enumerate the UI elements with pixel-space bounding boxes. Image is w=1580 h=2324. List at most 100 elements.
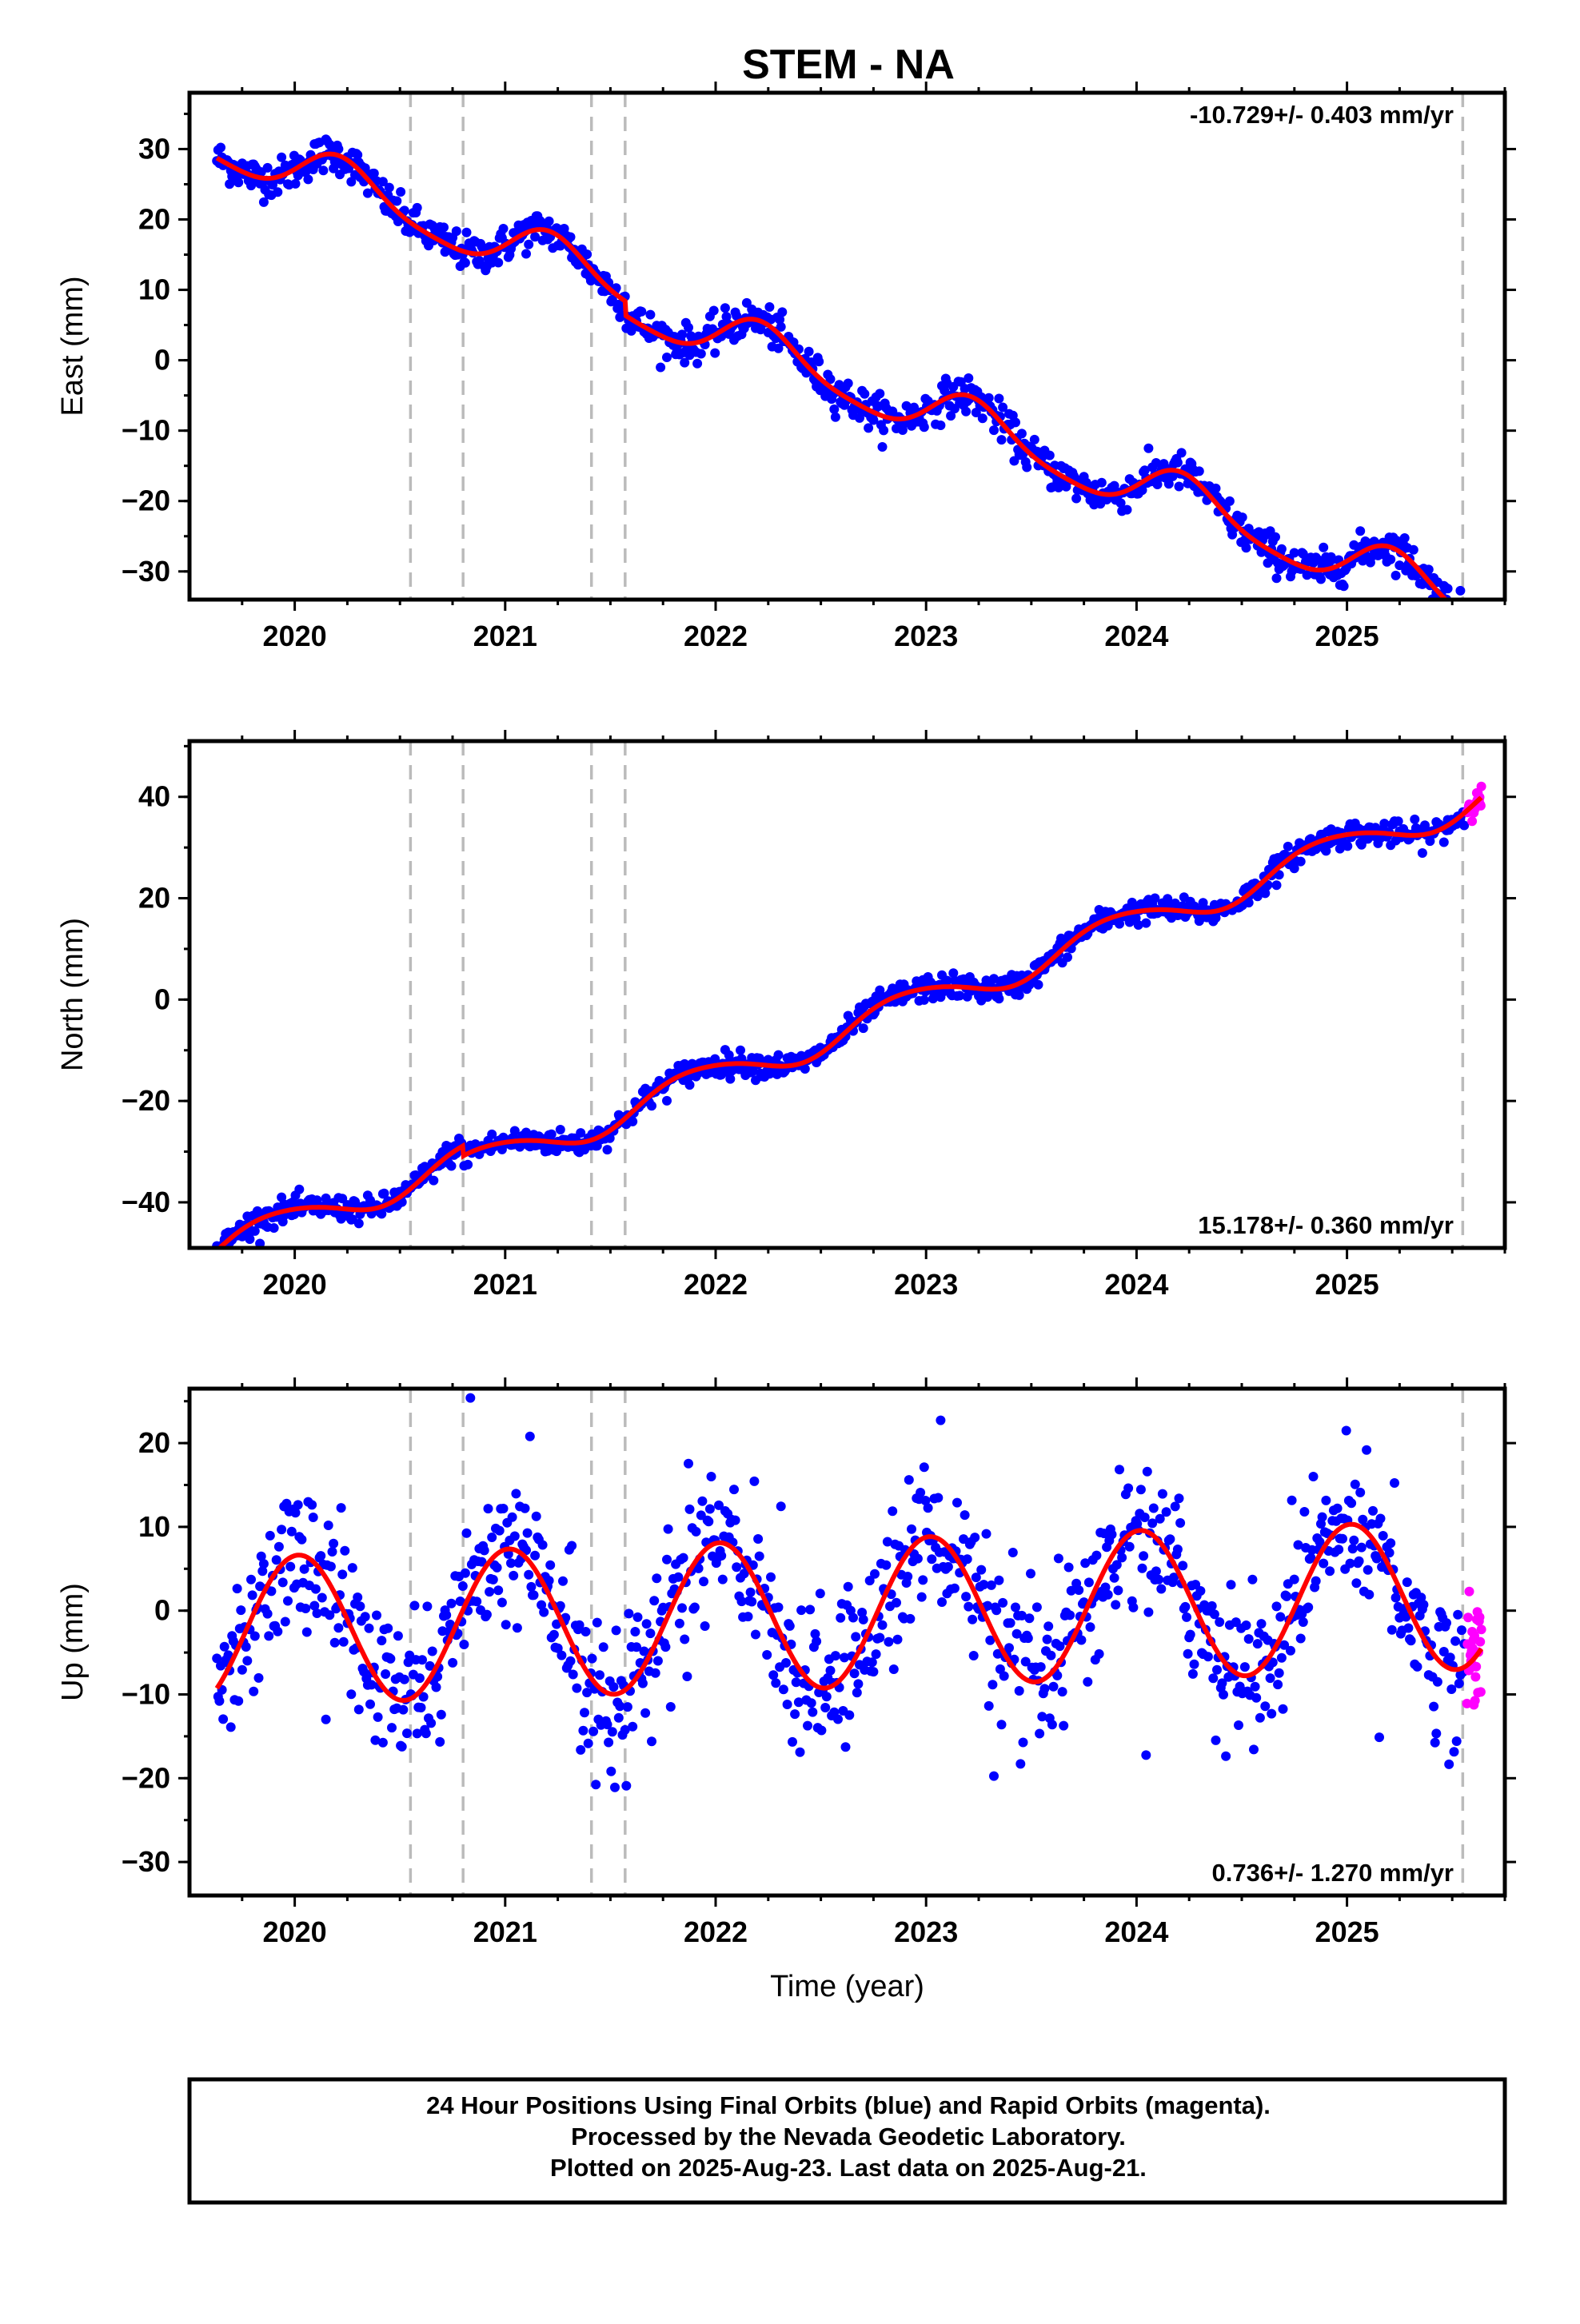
- final-orbit-point: [1031, 1602, 1042, 1612]
- final-orbit-point: [829, 1707, 840, 1717]
- rapid-orbit-point: [1470, 1696, 1480, 1706]
- final-orbit-point: [431, 1682, 441, 1692]
- final-orbit-point: [1347, 1498, 1357, 1509]
- y-tick-label: 20: [138, 882, 170, 915]
- final-orbit-point: [1283, 841, 1293, 851]
- final-orbit-point: [1271, 532, 1280, 542]
- final-orbit-point: [1155, 1513, 1165, 1524]
- final-orbit-point: [377, 177, 388, 187]
- rapid-orbit-point: [1467, 628, 1477, 638]
- final-orbit-point: [501, 1620, 511, 1630]
- y-tick-label: −30: [122, 1845, 170, 1878]
- final-orbit-point: [1143, 443, 1154, 453]
- final-orbit-point: [994, 994, 1004, 1004]
- final-orbit-point: [1046, 1650, 1056, 1660]
- final-orbit-point: [1042, 1634, 1052, 1644]
- final-orbit-point: [526, 1581, 537, 1592]
- final-orbit-point: [652, 1573, 662, 1584]
- final-orbit-point: [773, 1050, 784, 1060]
- final-orbit-point: [1302, 570, 1312, 580]
- final-orbit-point: [673, 1572, 684, 1582]
- final-orbit-point: [1161, 1507, 1171, 1517]
- final-orbit-point: [1274, 1668, 1284, 1678]
- final-orbit-point: [212, 1653, 222, 1664]
- final-orbit-point: [385, 1653, 396, 1664]
- final-orbit-point: [409, 1600, 420, 1611]
- final-orbit-point: [1243, 898, 1254, 908]
- final-orbit-point: [1169, 1573, 1179, 1583]
- final-orbit-point: [684, 322, 693, 333]
- final-orbit-point: [317, 1593, 327, 1603]
- final-orbit-point: [308, 1513, 318, 1522]
- rapid-orbit-point: [1476, 781, 1486, 791]
- final-orbit-point: [1334, 1545, 1344, 1555]
- final-orbit-point: [1195, 1586, 1206, 1596]
- final-orbit-point: [919, 422, 929, 433]
- final-orbit-point: [393, 1631, 403, 1641]
- final-orbit-point: [336, 1503, 346, 1513]
- y-tick-label: 10: [138, 1510, 170, 1543]
- final-orbit-point: [346, 1689, 357, 1700]
- final-orbit-point: [1189, 1659, 1199, 1669]
- final-orbit-point: [613, 1712, 624, 1723]
- final-orbit-point: [488, 1574, 498, 1585]
- final-orbit-point: [936, 421, 946, 430]
- final-orbit-point: [1315, 1537, 1325, 1547]
- final-orbit-point: [1044, 450, 1055, 460]
- final-orbit-point: [509, 1570, 519, 1581]
- final-orbit-point: [933, 1493, 944, 1503]
- final-orbit-point: [1325, 1566, 1335, 1577]
- final-orbit-point: [387, 1723, 397, 1733]
- rapid-orbit-point: [1475, 621, 1485, 631]
- final-orbit-point: [1124, 1541, 1135, 1552]
- final-orbit-point: [1033, 979, 1043, 990]
- final-orbit-point: [1306, 1553, 1316, 1563]
- rapid-orbit-point: [1477, 627, 1486, 636]
- final-orbit-point: [851, 1632, 861, 1642]
- final-orbit-point: [568, 1669, 578, 1680]
- final-orbit-point: [530, 1550, 541, 1561]
- rapid-orbit-point: [1463, 1612, 1474, 1623]
- final-orbit-point: [762, 1650, 772, 1660]
- final-orbit-point: [1065, 1610, 1075, 1620]
- final-orbit-point: [1289, 863, 1299, 874]
- final-orbit-point: [333, 144, 344, 154]
- final-orbit-point: [1338, 1533, 1347, 1544]
- final-orbit-point: [853, 1679, 864, 1689]
- final-orbit-point: [402, 1728, 412, 1739]
- equipment-change-lines: [409, 93, 1465, 600]
- x-tick-label: 2022: [684, 1915, 748, 1948]
- final-orbit-point: [1157, 1489, 1167, 1499]
- final-orbit-point: [524, 239, 534, 249]
- final-orbit-point: [245, 1234, 255, 1244]
- final-orbit-point: [253, 1672, 264, 1683]
- final-orbit-point: [307, 1500, 317, 1510]
- final-orbit-point: [1175, 1518, 1186, 1528]
- x-tick-label: 2020: [263, 620, 327, 652]
- final-orbit-point: [1165, 1534, 1175, 1545]
- final-orbit-point: [1083, 1577, 1094, 1588]
- final-orbit-point: [425, 1660, 435, 1671]
- final-orbit-point: [273, 187, 283, 197]
- final-orbit-point: [372, 1610, 381, 1620]
- final-orbit-point: [1452, 606, 1462, 616]
- final-orbit-point: [674, 1618, 684, 1628]
- final-orbit-point: [1267, 1708, 1277, 1719]
- x-tick-label: 2023: [894, 1915, 958, 1948]
- final-orbit-point: [1029, 434, 1039, 444]
- final-orbit-point: [264, 1631, 274, 1641]
- final-orbit-point: [989, 974, 999, 984]
- final-orbit-point: [1172, 1545, 1183, 1554]
- final-orbit-point: [576, 1128, 586, 1138]
- final-orbit-point: [565, 232, 576, 242]
- rapid-orbit-point: [1470, 614, 1480, 624]
- final-orbit-point: [283, 1596, 293, 1606]
- final-orbit-point: [461, 227, 472, 237]
- y-tick-label: 0: [154, 1594, 170, 1627]
- final-orbit-point: [916, 1488, 926, 1497]
- final-orbit-point: [1024, 1613, 1035, 1624]
- final-orbit-point: [892, 1634, 903, 1644]
- final-orbit-point: [1401, 1612, 1411, 1622]
- final-orbit-point: [1137, 485, 1147, 496]
- plot-frame: [187, 1386, 1507, 1898]
